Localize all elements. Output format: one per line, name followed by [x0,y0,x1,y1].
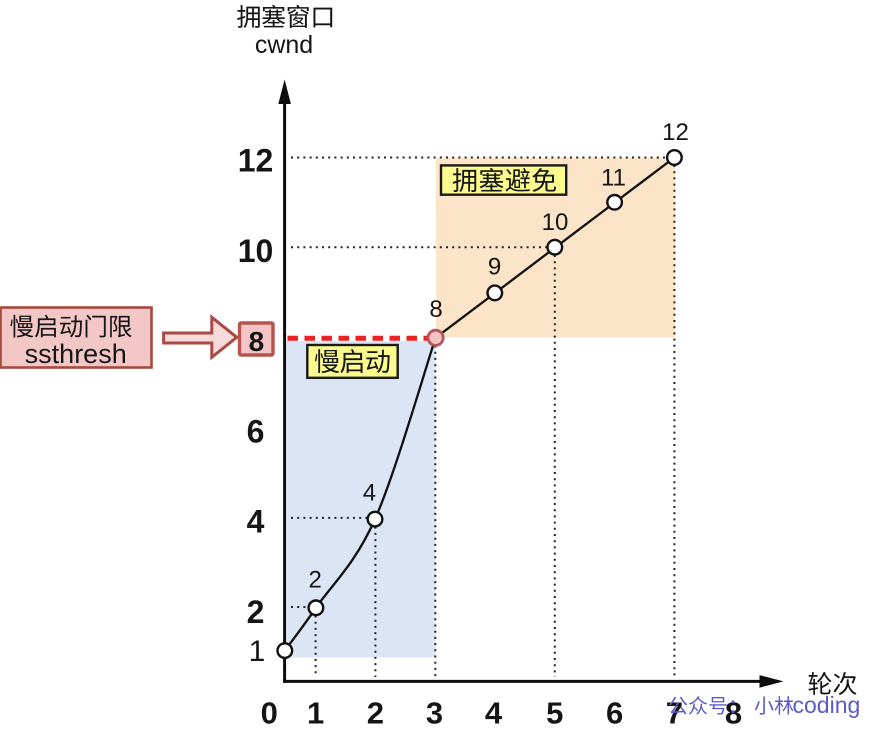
svg-text:10: 10 [238,233,274,269]
svg-text:4: 4 [247,504,265,540]
svg-text:9: 9 [488,254,501,281]
svg-text:12: 12 [238,143,274,179]
svg-text:ssthresh: ssthresh [25,339,127,369]
svg-text:6: 6 [247,413,265,449]
svg-text:5: 5 [546,696,563,731]
svg-text:8: 8 [725,696,742,731]
svg-text:2: 2 [309,567,322,594]
svg-text:2: 2 [247,594,265,630]
svg-text:10: 10 [542,209,569,236]
svg-text:1: 1 [249,635,266,668]
svg-text:1: 1 [307,696,324,731]
svg-text:2: 2 [367,696,384,731]
svg-text:4: 4 [363,480,376,507]
svg-text:8: 8 [429,296,442,323]
svg-text:7: 7 [666,696,683,731]
svg-text:3: 3 [426,696,443,731]
svg-text:cwnd: cwnd [255,31,313,59]
svg-text:4: 4 [485,696,503,731]
svg-text:coding: coding [793,692,861,718]
svg-text:12: 12 [662,119,689,146]
svg-text:11: 11 [601,165,626,192]
svg-text:0: 0 [261,696,278,731]
svg-text:6: 6 [606,696,623,731]
svg-text:8: 8 [249,326,265,357]
